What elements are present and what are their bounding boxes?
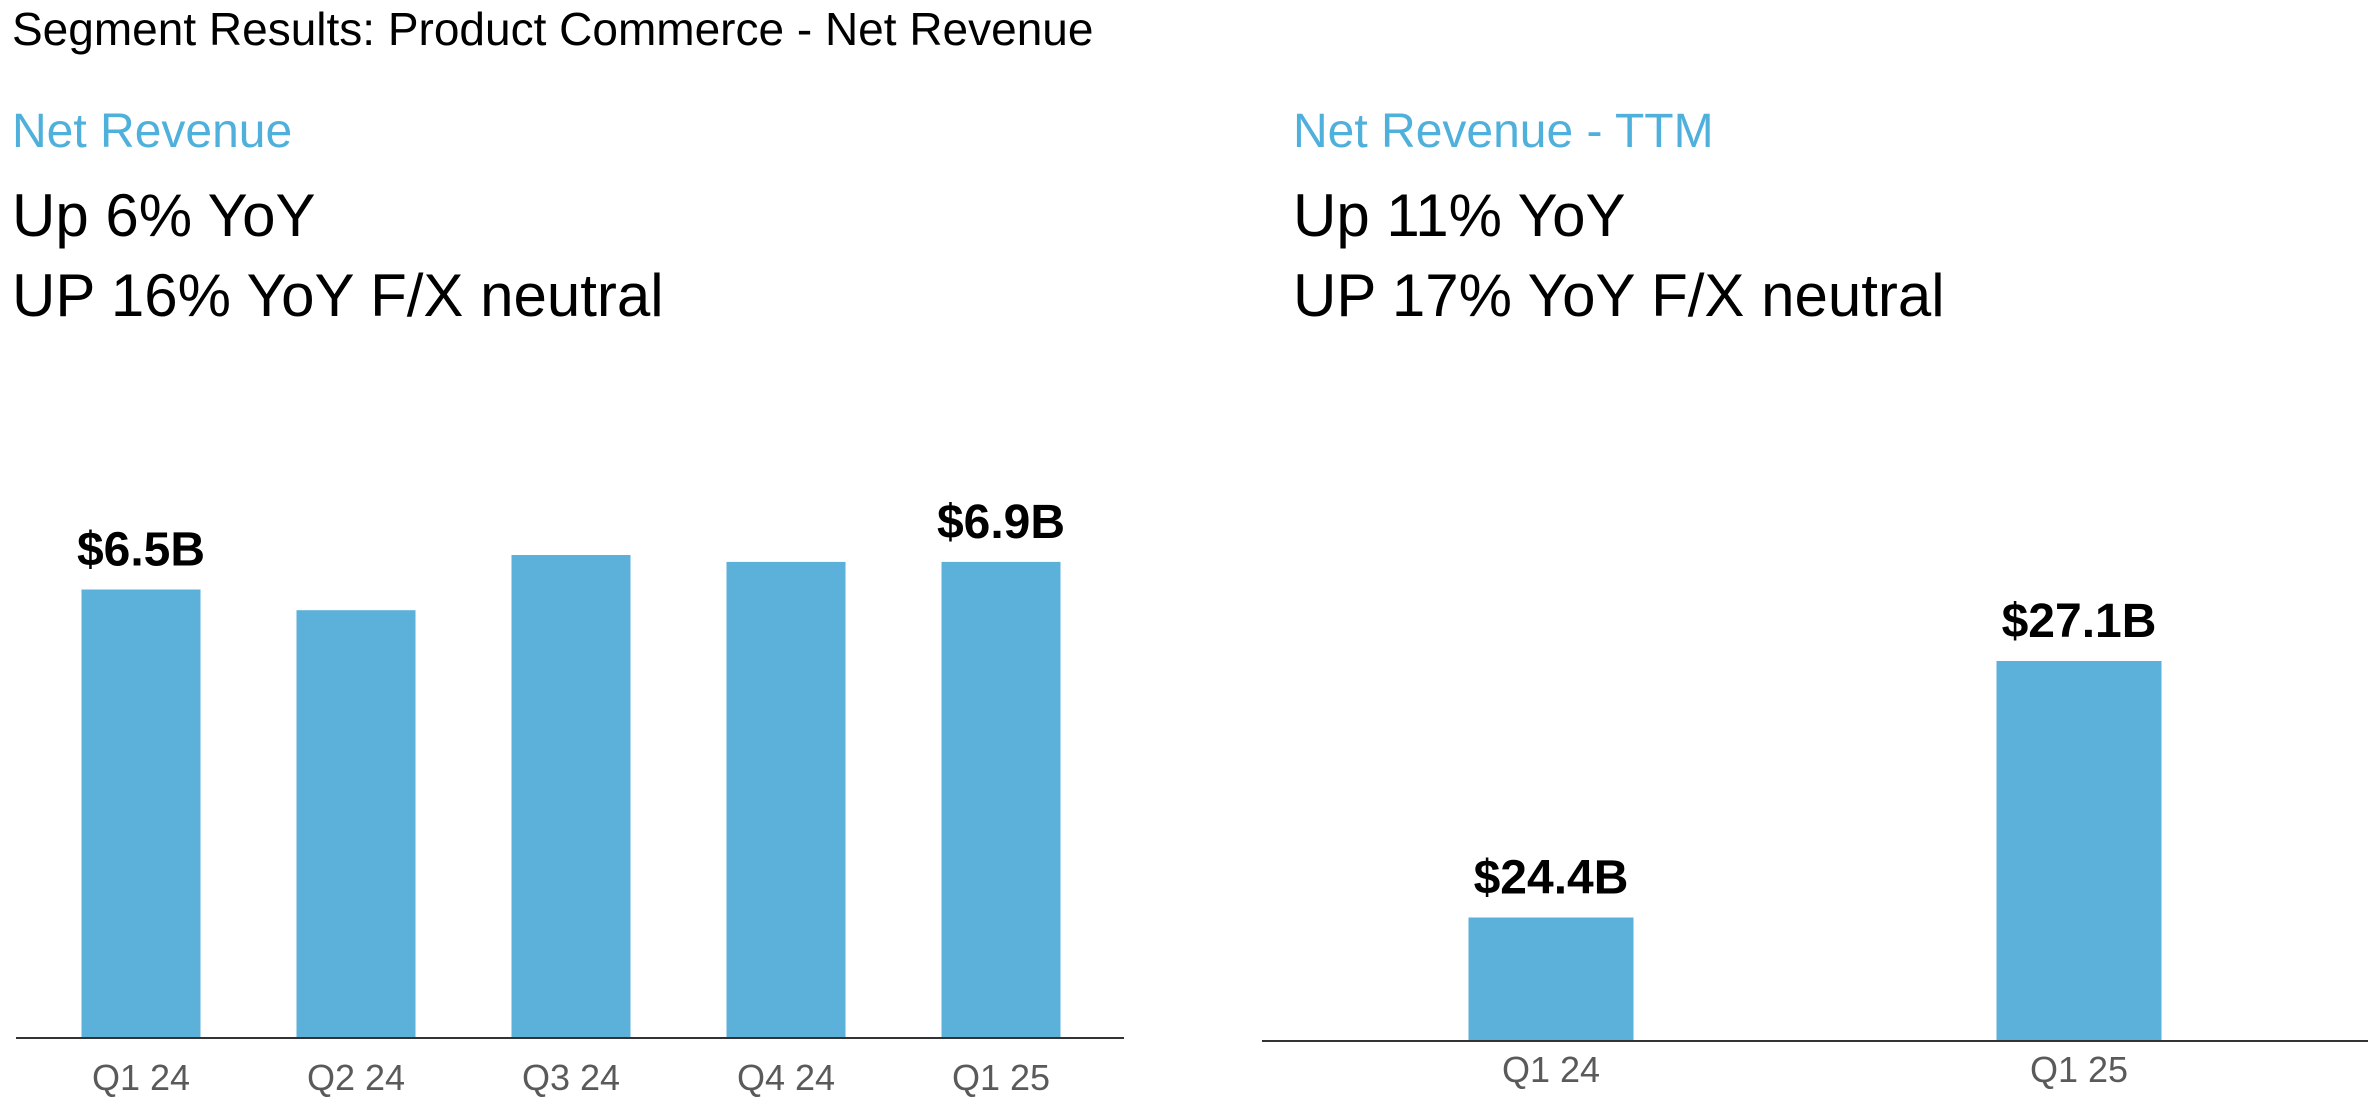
left-bar-1 xyxy=(81,589,201,1038)
left-metrics: Up 6% YoY UP 16% YoY F/X neutral xyxy=(12,176,664,336)
right-bar-chart: $24.4B Q1 24 $27.1B Q1 25 xyxy=(1262,595,2368,1090)
left-metric-yoy: Up 6% YoY xyxy=(12,182,316,249)
left-bar-5 xyxy=(941,561,1061,1038)
right-bar-2 xyxy=(1996,661,2162,1041)
left-tick-label-5: Q1 25 xyxy=(952,1057,1050,1098)
page-title: Segment Results: Product Commerce - Net … xyxy=(12,3,1094,55)
right-metric-fx: UP 17% YoY F/X neutral xyxy=(1293,262,1945,329)
left-tick-label-1: Q1 24 xyxy=(92,1057,190,1098)
left-data-label-5: $6.9B xyxy=(937,496,1065,549)
right-tick-label-1: Q1 24 xyxy=(1502,1049,1600,1090)
left-tick-label-4: Q4 24 xyxy=(737,1057,835,1098)
right-chart-title: Net Revenue - TTM xyxy=(1293,105,1714,158)
left-tick-label-3: Q3 24 xyxy=(522,1057,620,1098)
right-panel-header: Net Revenue - TTM Up 11% YoY UP 17% YoY … xyxy=(1293,104,1945,336)
left-panel-header: Net Revenue Up 6% YoY UP 16% YoY F/X neu… xyxy=(12,104,664,336)
left-tick-label-2: Q2 24 xyxy=(307,1057,405,1098)
left-bar-4 xyxy=(726,561,846,1038)
left-chart-title: Net Revenue xyxy=(12,105,293,158)
right-metric-yoy: Up 11% YoY xyxy=(1293,182,1626,249)
left-metric-fx: UP 16% YoY F/X neutral xyxy=(12,262,664,329)
left-bar-3 xyxy=(511,555,631,1038)
left-bar-chart: $6.5B Q1 24 Q2 24 Q3 24 Q4 24 $6.9B Q1 25 xyxy=(16,496,1124,1098)
right-bar-1 xyxy=(1468,917,1634,1041)
left-bar-2 xyxy=(296,610,416,1038)
right-data-label-2: $27.1B xyxy=(2002,595,2157,648)
right-data-label-1: $24.4B xyxy=(1474,852,1629,905)
right-tick-label-2: Q1 25 xyxy=(2030,1049,2128,1090)
left-data-label-1: $6.5B xyxy=(77,524,205,577)
right-metrics: Up 11% YoY UP 17% YoY F/X neutral xyxy=(1293,176,1945,336)
